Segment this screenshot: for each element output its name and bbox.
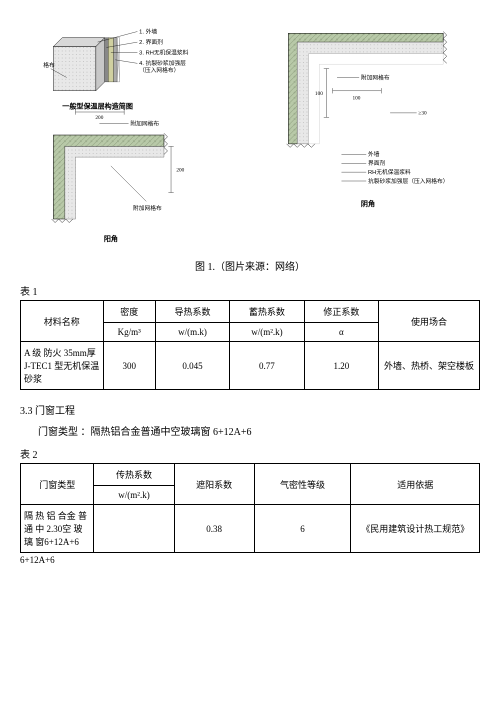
th-lambda: 导热系数 [155,301,229,323]
t2unit: w/(m².k) [94,486,174,505]
r-leg-2: 界面剂 [368,159,385,167]
section-3-3-title: 3.3 门窗工程 [20,402,480,417]
left-title-1: 一般型保温层构造简图 [62,101,133,110]
t2h2: 传热系数 [94,464,174,486]
table-2: 门窗类型 传热系数 遮阳系数 气密性等级 适用依据 w/(m².k) 隔 热 铝… [20,463,480,553]
legend-3: 3. RH无机保温浆料 [139,49,188,57]
th-density: 密度 [103,301,155,323]
addnet-right: 附加网格布 [360,73,389,81]
t2h3: 遮阳系数 [174,464,254,505]
thk30: ≥30 [418,111,427,117]
window-type-line: 门窗类型 ：隔热铝合金普通中空玻璃窗 6+12A+6 [38,423,480,438]
t2-air: 6 [254,505,351,553]
net-label: 网格布 [43,61,55,69]
right-diagram: 100 100 附加网格布 ≥30 外墙 界面剂 RH无机保温浆料 抗裂砂浆加强… [278,20,458,250]
r-leg-4: 抗裂砂浆加强层（压入网格布） [368,177,449,185]
th-usage: 使用场合 [379,301,480,342]
t2h1: 门窗类型 [21,464,94,505]
t2-sc: 0.38 [174,505,254,553]
u-alpha: α [304,323,378,342]
th-alpha: 修正系数 [304,301,378,323]
addnet-left: 附加网格布 [130,119,159,127]
table-row: 材料名称 密度 导热系数 蓄热系数 修正系数 使用场合 [21,301,480,323]
dim1: 200 [95,115,103,121]
r-leg-1: 外墙 [368,150,380,158]
legend-4: 4. 抗裂砂浆加强层 [139,59,186,67]
u-s: w/(m².k) [230,323,304,342]
c-s: 0.77 [230,342,304,390]
t2-type: 隔 热 铝 合金 普 通 中 2.30空 玻 璃 窗6+12A+6 [21,505,94,553]
right-title: 阴角 [360,199,374,208]
t2-k [94,505,174,553]
r-leg-3: RH无机保温浆料 [368,168,411,176]
table2-footnote: 6+12A+6 [20,555,480,565]
dim2: 200 [176,167,184,173]
c-alpha: 1.20 [304,342,378,390]
table-1: 材料名称 密度 导热系数 蓄热系数 修正系数 使用场合 Kg/m³ w/(m.k… [20,300,480,390]
left-diagram: 1. 外墙 2. 界面剂 3. RH无机保温浆料 4. 抗裂砂浆加强层 （压入网… [43,20,223,250]
table2-label: 表 2 [20,446,480,461]
t2h4: 气密性等级 [254,464,351,505]
u-lambda: w/(m.k) [155,323,229,342]
table-row: A 级 防火 35mm厚 J-TEC1 型无机保温砂浆 300 0.045 0.… [21,342,480,390]
legend-1: 1. 外墙 [139,27,157,35]
figure-caption: 图 1.（图片来源：网络） [20,258,480,273]
c-usage: 外墙、热桥、架空楼板 [379,342,480,390]
table1-label: 表 1 [20,283,480,298]
t2-ref: 《民用建筑设计热工规范》 [351,505,480,553]
legend-2: 2. 界面剂 [139,38,163,46]
table-row: 门窗类型 传热系数 遮阳系数 气密性等级 适用依据 [21,464,480,486]
figure-area: 1. 外墙 2. 界面剂 3. RH无机保温浆料 4. 抗裂砂浆加强层 （压入网… [20,20,480,250]
addnet-left-2: 附加网格布 [133,204,162,212]
t2h5: 适用依据 [351,464,480,505]
th-s: 蓄热系数 [230,301,304,323]
dim-v: 100 [314,91,322,97]
c-name: A 级 防火 35mm厚 J-TEC1 型无机保温砂浆 [21,342,104,390]
legend-4b: （压入网格布） [139,66,179,74]
th-material: 材料名称 [21,301,104,342]
c-density: 300 [103,342,155,390]
dim-h: 100 [352,96,360,102]
c-lambda: 0.045 [155,342,229,390]
left-title-2: 阳角 [103,234,117,243]
table-row: 隔 热 铝 合金 普 通 中 2.30空 玻 璃 窗6+12A+6 0.38 6… [21,505,480,553]
u-density: Kg/m³ [103,323,155,342]
